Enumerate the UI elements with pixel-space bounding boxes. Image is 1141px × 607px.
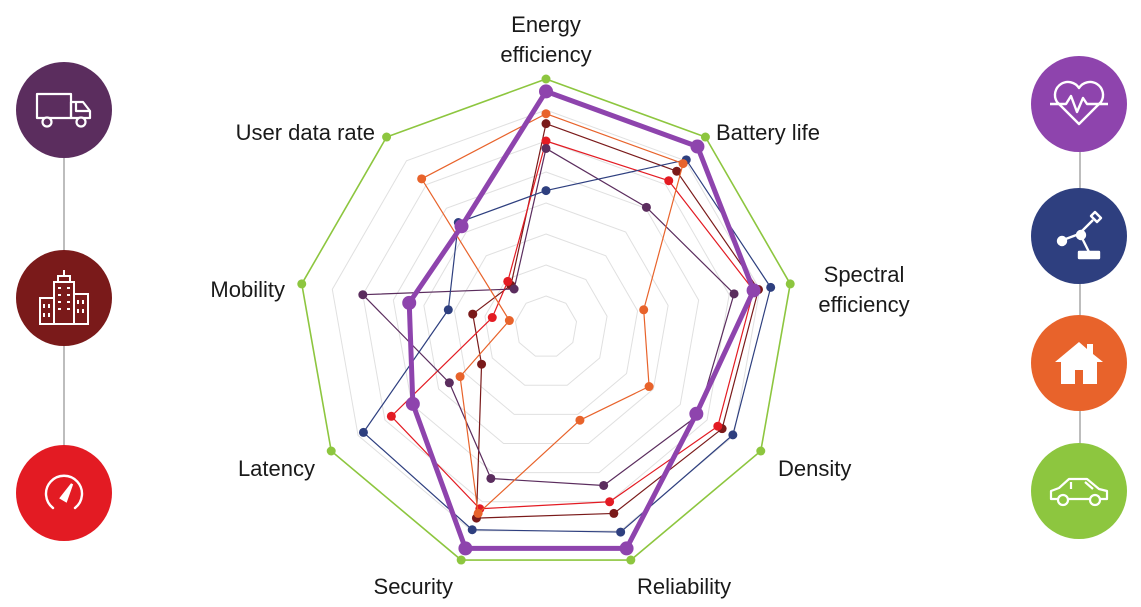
series-point — [728, 430, 738, 440]
series-point — [477, 359, 487, 369]
series-point — [766, 282, 776, 292]
series-line — [362, 147, 735, 487]
series-point — [746, 283, 761, 298]
series-line — [472, 123, 760, 519]
series-point — [503, 276, 513, 286]
truck-icon — [35, 92, 92, 128]
series-point — [402, 295, 417, 310]
grid-ring — [514, 295, 578, 357]
grid-ring — [484, 264, 608, 386]
series-point — [729, 289, 739, 299]
series-point — [386, 411, 396, 421]
robot-circle — [1031, 188, 1127, 284]
label-energy-efficiency: Energy — [511, 12, 581, 37]
label-spectral-efficiency-line2: efficiency — [818, 292, 909, 317]
series-point — [713, 421, 723, 431]
series-line — [421, 113, 684, 515]
series-point — [616, 527, 626, 537]
series-point — [405, 396, 420, 411]
health-circle — [1031, 56, 1127, 152]
series-point — [639, 305, 649, 315]
speed-circle — [16, 445, 112, 541]
series-line — [406, 88, 757, 551]
series-point — [443, 305, 453, 315]
speedometer-icon — [44, 474, 84, 510]
outer-vertex-point — [382, 132, 392, 142]
series-point — [672, 166, 682, 176]
outer-vertex-point — [756, 446, 766, 456]
heart-rate-icon — [1050, 80, 1108, 126]
series-point — [455, 372, 465, 382]
series-point — [458, 541, 473, 556]
city-buildings-icon — [39, 270, 89, 325]
series-point — [358, 427, 368, 437]
series-point — [454, 219, 469, 234]
robot-arm-icon — [1056, 210, 1103, 260]
series-point — [541, 119, 551, 129]
outer-vertex-point — [626, 555, 636, 565]
city-circle — [16, 250, 112, 346]
outer-vertex-point — [326, 446, 336, 456]
series-point — [444, 378, 454, 388]
grid-ring — [423, 202, 669, 445]
series-point — [599, 480, 609, 490]
series-line — [390, 140, 755, 510]
house-icon — [1055, 342, 1103, 384]
grid-ring — [453, 233, 639, 415]
series-point — [467, 525, 477, 535]
series-point — [541, 186, 551, 196]
label-security: Security — [374, 574, 453, 599]
series-point — [541, 143, 551, 153]
series-point — [609, 508, 619, 518]
series-point — [487, 313, 497, 323]
outer-vertex-point — [700, 132, 710, 142]
radar-grid — [331, 109, 761, 532]
series-point — [541, 109, 551, 119]
label-energy-efficiency-line2: efficiency — [500, 42, 591, 67]
series-line — [362, 159, 772, 533]
radar-series — [297, 74, 795, 565]
outer-vertex-point — [297, 279, 307, 289]
series-point — [486, 473, 496, 483]
truck-circle — [16, 62, 112, 158]
series-point — [641, 202, 651, 212]
grid-ring — [392, 171, 700, 474]
label-user-data-rate: User data rate — [236, 120, 375, 145]
grid-ring — [362, 140, 730, 503]
series-point — [358, 290, 368, 300]
series-point — [619, 541, 634, 556]
right-connector-line — [1079, 110, 1081, 490]
series-point — [468, 309, 478, 319]
series-point — [575, 415, 585, 425]
label-density: Density — [778, 456, 851, 481]
outer-vertex-point — [785, 279, 795, 289]
label-spectral-efficiency: Spectral — [824, 262, 905, 287]
series-point — [504, 316, 514, 326]
series-point — [539, 84, 553, 99]
series-point — [417, 174, 427, 184]
label-reliability: Reliability — [637, 574, 731, 599]
home-circle — [1031, 315, 1127, 411]
label-latency: Latency — [238, 456, 315, 481]
series-point — [509, 284, 519, 294]
label-mobility: Mobility — [210, 277, 285, 302]
series-point — [541, 136, 551, 146]
series-point — [473, 508, 483, 518]
vehicle-circle — [1031, 443, 1127, 539]
series-point — [605, 497, 615, 507]
series-point — [664, 176, 674, 186]
outer-vertex-point — [456, 555, 466, 565]
car-icon — [1049, 477, 1109, 507]
series-point — [678, 159, 688, 169]
series-point — [644, 382, 654, 392]
series-point — [690, 139, 705, 154]
series-point — [689, 406, 704, 421]
outer-vertex-point — [541, 74, 551, 84]
outer-boundary — [300, 78, 792, 561]
label-battery-life: Battery life — [716, 120, 820, 145]
